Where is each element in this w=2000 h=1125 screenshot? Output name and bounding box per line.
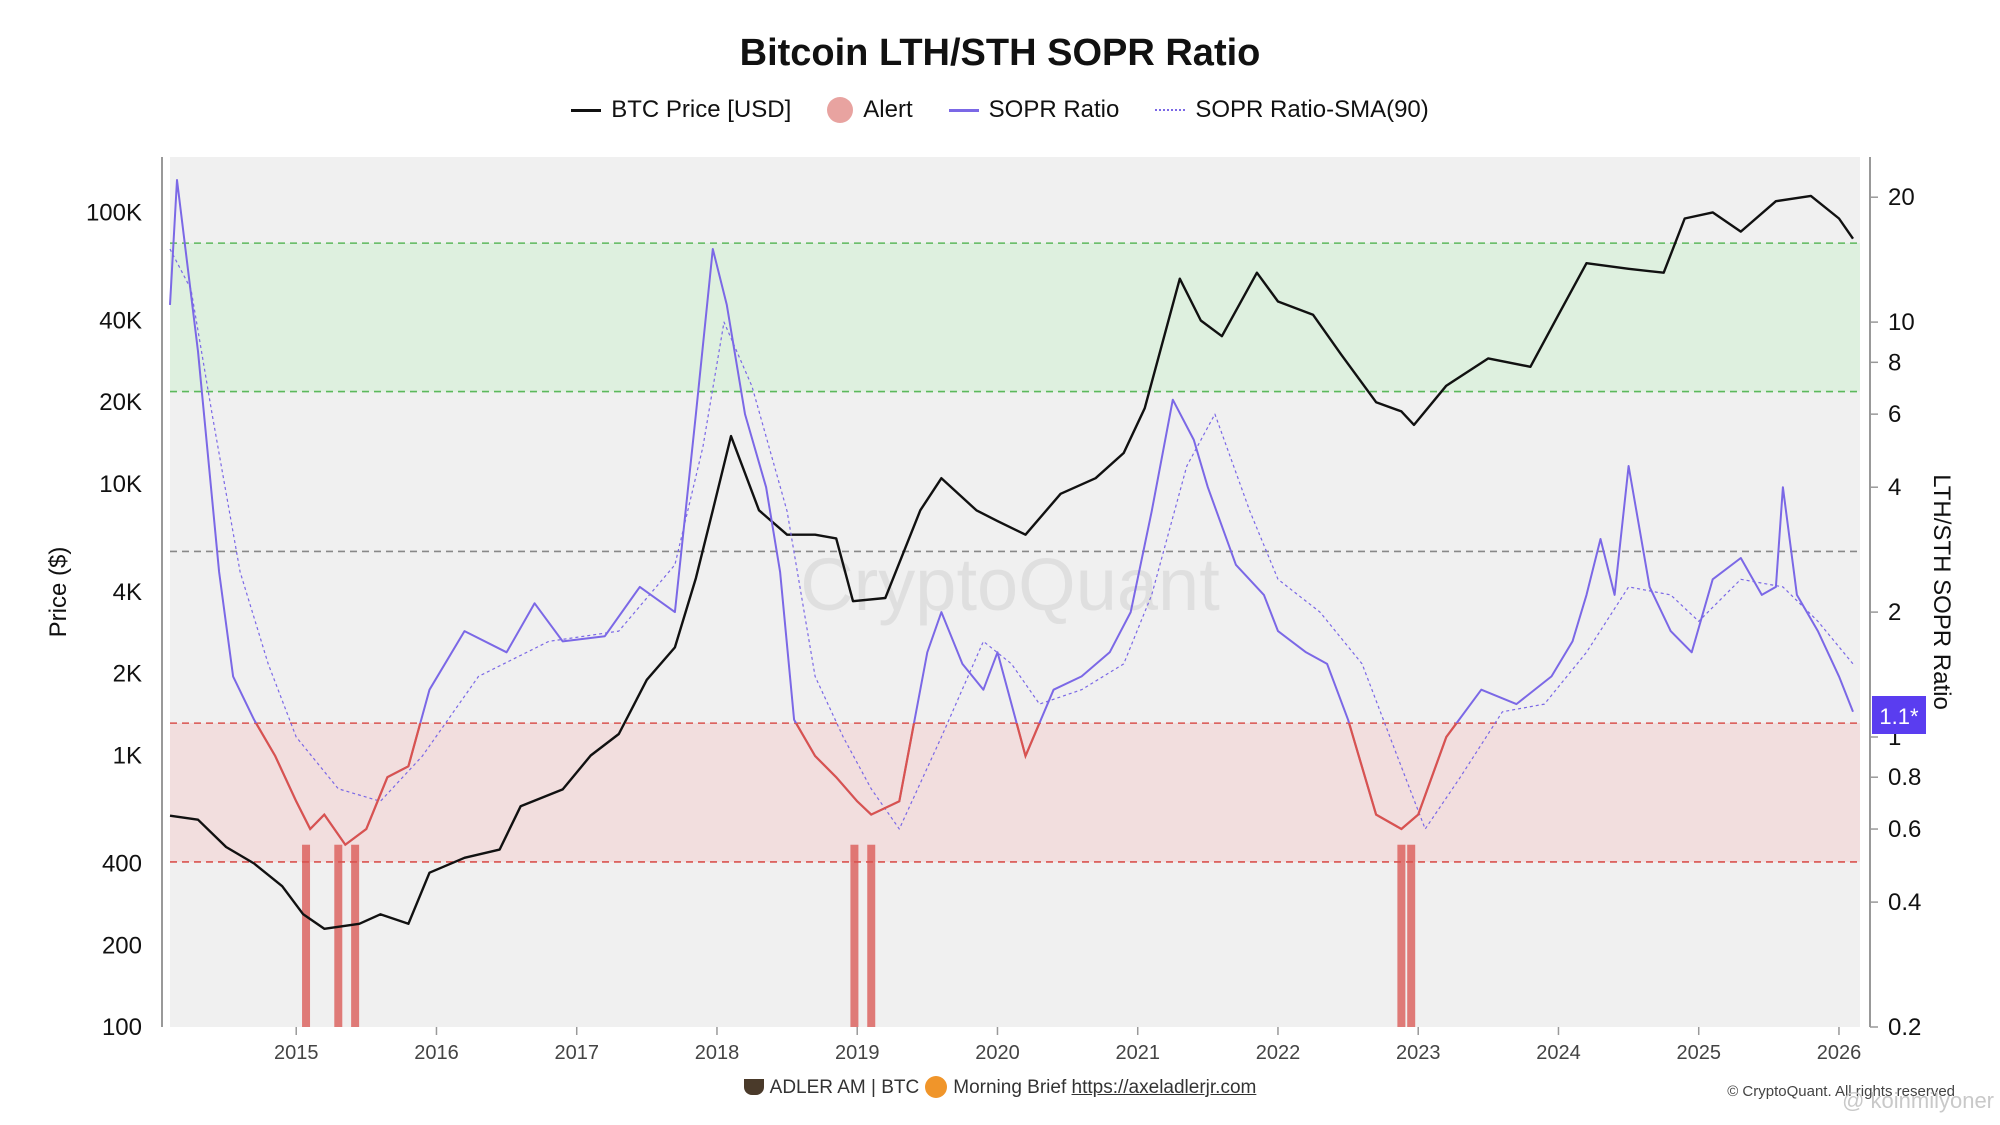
- alerts-layer: [302, 844, 1416, 1027]
- y2-tick-label: 0.4: [1888, 889, 1921, 916]
- y-tick-label: 400: [102, 851, 142, 878]
- x-tick-label: 2019: [835, 1042, 880, 1064]
- legend-label-alert: Alert: [863, 96, 913, 123]
- legend-swatch-sma: [1155, 109, 1186, 111]
- x-tick-label: 2026: [1817, 1042, 1862, 1064]
- band-lower: [170, 723, 1860, 862]
- y2-tick-label: 2: [1888, 599, 1901, 626]
- y2-tick-label: 20: [1888, 184, 1915, 211]
- y-tick-label: 40K: [99, 307, 142, 334]
- footer: ADLER AM | BTC Morning Brief https://axel…: [0, 1076, 2000, 1099]
- coffee-icon: [743, 1079, 764, 1095]
- alert-bar: [850, 844, 859, 1027]
- band-upper: [170, 243, 1860, 392]
- y-tick-label: 200: [102, 932, 142, 959]
- y-axis-ticks: 100 200 400 1K 2K 4K 10K 20K 40K 100K: [86, 199, 142, 1041]
- y2-axis-label: LTH/STH SOPR Ratio: [1928, 474, 1955, 710]
- legend-swatch-price: [571, 108, 602, 112]
- legend-swatch-alert: [827, 97, 854, 123]
- legend-item-sma[interactable]: SOPR Ratio-SMA(90): [1155, 96, 1429, 124]
- series-line-2: [169, 248, 1854, 830]
- footer-link[interactable]: https://axeladlerjr.com: [1071, 1077, 1257, 1098]
- footer-brand: ADLER AM | BTC: [769, 1077, 920, 1098]
- current-value-label: 1.1*: [1879, 704, 1919, 729]
- y-tick-label: 4K: [113, 579, 142, 606]
- y2-tick-label: 10: [1888, 309, 1915, 336]
- legend-item-price[interactable]: BTC Price [USD]: [571, 96, 791, 124]
- x-tick-label: 2016: [414, 1042, 459, 1064]
- legend-label-sma: SOPR Ratio-SMA(90): [1195, 96, 1429, 123]
- y2-tick-label: 0.8: [1888, 764, 1921, 791]
- x-tick-label: 2023: [1396, 1042, 1441, 1064]
- bands-layer: [170, 243, 1860, 862]
- legend-label-price: BTC Price [USD]: [611, 96, 792, 123]
- copyright: © CryptoQuant. All rights reserved: [1727, 1083, 1955, 1100]
- alert-bar: [351, 844, 360, 1027]
- alert-bar: [1397, 844, 1406, 1027]
- x-axis-ticks: 2015 2016 2017 2018 2019 2020 2021 2022 2023 2024…: [274, 1027, 1861, 1064]
- y2-tick-label: 0.6: [1888, 816, 1921, 843]
- y2-tick-label: 0.2: [1888, 1014, 1921, 1041]
- alert-bar: [334, 844, 343, 1027]
- x-tick-label: 2025: [1676, 1042, 1721, 1064]
- y2-tick-label: 6: [1888, 401, 1901, 428]
- y-tick-label: 20K: [99, 389, 142, 416]
- legend-label-sopr: SOPR Ratio: [988, 96, 1120, 123]
- legend-item-alert[interactable]: Alert: [827, 96, 913, 124]
- orange-circle-icon: [925, 1076, 948, 1098]
- y-tick-label: 100K: [86, 199, 142, 226]
- y-tick-label: 2K: [113, 661, 142, 688]
- x-tick-label: 2018: [695, 1042, 740, 1064]
- legend-item-sopr[interactable]: SOPR Ratio: [948, 96, 1120, 124]
- y2-tick-label: 4: [1888, 474, 1901, 501]
- legend-swatch-sopr: [948, 108, 979, 112]
- legend: BTC Price [USD] Alert SOPR Ratio SOPR Ra…: [0, 96, 2000, 124]
- x-tick-label: 2015: [274, 1042, 319, 1064]
- sopr-low-zone-line: [254, 723, 1458, 847]
- x-tick-label: 2017: [554, 1042, 599, 1064]
- current-value-badge: 1.1*: [1872, 696, 1926, 734]
- reference-lines: [170, 242, 1860, 863]
- watermark-user: @ koinmilyoner: [1842, 1088, 1994, 1113]
- footer-brief: Morning Brief: [953, 1077, 1067, 1098]
- x-tick-label: 2020: [975, 1042, 1020, 1064]
- y-tick-label: 100: [102, 1014, 142, 1041]
- series-line-0: [169, 194, 1854, 930]
- x-tick-label: 2022: [1256, 1042, 1301, 1064]
- alert-bar: [1407, 844, 1416, 1027]
- y2-tick-label: 8: [1888, 349, 1901, 376]
- y-tick-label: 10K: [99, 471, 142, 498]
- y-axis-label: Price ($): [45, 547, 72, 638]
- x-tick-label: 2021: [1115, 1042, 1160, 1064]
- watermark: CryptoQuant: [800, 543, 1220, 626]
- y-tick-label: 1K: [113, 742, 142, 769]
- x-tick-label: 2024: [1536, 1042, 1581, 1064]
- chart-title: Bitcoin LTH/STH SOPR Ratio: [739, 32, 1261, 74]
- alert-bar: [302, 844, 311, 1027]
- series-layer: [169, 179, 1854, 930]
- alert-bar: [867, 844, 876, 1027]
